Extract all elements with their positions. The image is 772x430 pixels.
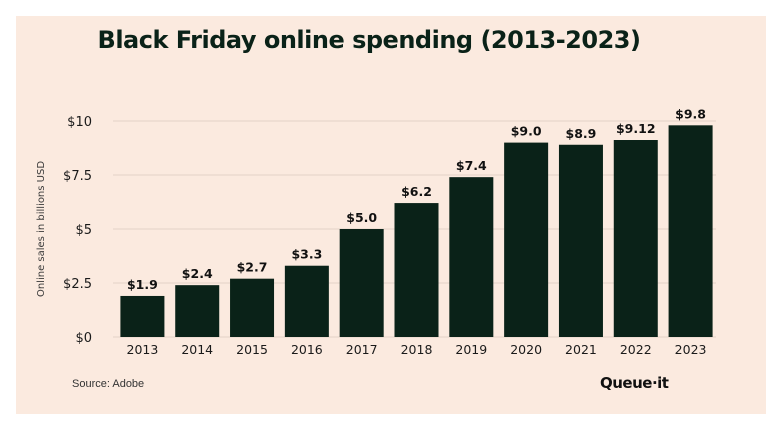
y-tick-label: $2.5: [63, 277, 92, 292]
bar-2020: [504, 142, 549, 337]
x-tick-label: 2018: [401, 342, 433, 357]
data-labels: $1.9 $2.4 $2.7 $3.3 $5.0 $6.2 $7.4 $9.0 $8.9 $9.1…: [127, 106, 706, 292]
data-label-2023: $9.8: [675, 106, 706, 121]
x-tick-label: 2021: [565, 342, 597, 357]
x-tick-label: 2023: [675, 342, 707, 357]
x-tick-label: 2017: [346, 342, 378, 357]
x-tick-label: 2015: [236, 342, 268, 357]
y-tick-label: $7.5: [63, 169, 92, 184]
bars: [120, 125, 713, 337]
x-tick-label: 2016: [291, 342, 323, 357]
y-tick-label: $5: [75, 223, 92, 238]
data-label-2021: $8.9: [566, 126, 597, 141]
bar-2018: [394, 203, 439, 337]
y-tick-label: $10: [67, 115, 92, 130]
data-label-2016: $3.3: [291, 247, 322, 262]
x-tick-label: 2022: [620, 342, 652, 357]
y-tick-label: $0: [75, 331, 92, 346]
chart-title: Black Friday online spending (2013-2023): [97, 26, 641, 54]
y-axis-ticks: $0 $2.5 $5 $7.5 $10: [63, 115, 92, 346]
bar-2013: [120, 295, 165, 337]
bar-2015: [230, 278, 275, 337]
bar-2017: [339, 229, 384, 337]
data-label-2022: $9.12: [616, 121, 656, 136]
brand-logo: Queue·it: [600, 374, 669, 392]
bar-2021: [558, 144, 603, 337]
source-note: Source: Adobe: [72, 378, 145, 390]
data-label-2017: $5.0: [346, 210, 377, 225]
bar-2022: [613, 140, 658, 337]
bar-2016: [284, 265, 329, 337]
x-tick-label: 2020: [510, 342, 542, 357]
bar-2019: [449, 177, 494, 337]
data-label-2013: $1.9: [127, 277, 158, 292]
data-label-2020: $9.0: [511, 124, 542, 139]
data-label-2014: $2.4: [182, 266, 213, 281]
y-axis-label: Online sales in billions USD: [36, 161, 47, 297]
x-tick-label: 2014: [181, 342, 213, 357]
bar-2023: [668, 125, 713, 337]
bar-2014: [175, 285, 220, 337]
data-label-2015: $2.7: [237, 260, 268, 275]
x-tick-label: 2013: [127, 342, 159, 357]
data-label-2019: $7.4: [456, 158, 487, 173]
data-label-2018: $6.2: [401, 184, 432, 199]
x-axis-ticks: 2013 2014 2015 2016 2017 2018 2019 2020 2021 2022…: [127, 342, 707, 357]
x-tick-label: 2019: [455, 342, 487, 357]
